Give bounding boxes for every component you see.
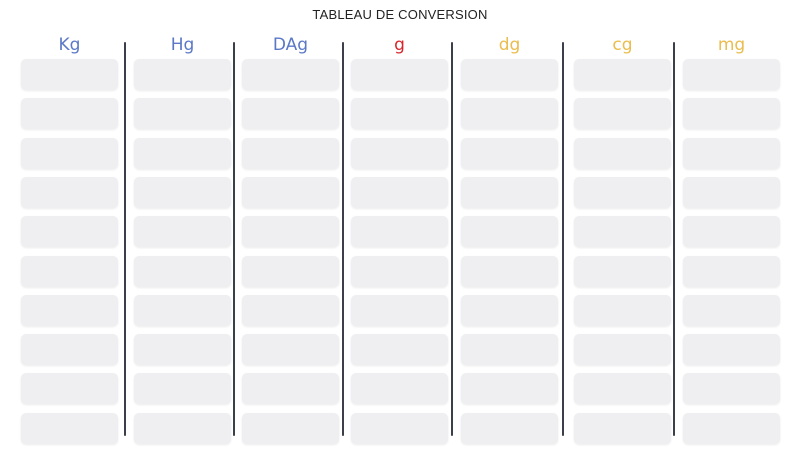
unit-header-g: g [394,35,405,55]
conversion-cell[interactable] [683,216,780,248]
conversion-cell[interactable] [134,255,231,287]
conversion-cell[interactable] [21,412,118,444]
conversion-cell[interactable] [134,176,231,208]
conversion-cell[interactable] [242,176,339,208]
unit-header-mg: mg [717,35,746,55]
conversion-cell[interactable] [574,59,671,90]
unit-column-dg: dg [461,34,558,444]
conversion-cell[interactable] [351,216,448,248]
conversion-cell[interactable] [242,98,339,130]
conversion-cell[interactable] [574,216,671,248]
conversion-cell[interactable] [21,98,118,130]
conversion-cell[interactable] [683,59,780,90]
unit-header-kg: Kg [58,35,81,55]
conversion-cell[interactable] [461,255,558,287]
conversion-cell[interactable] [683,334,780,366]
conversion-cell[interactable] [21,59,118,90]
conversion-cell[interactable] [461,373,558,405]
conversion-cell[interactable] [242,294,339,326]
conversion-cell[interactable] [351,334,448,366]
conversion-cell[interactable] [574,294,671,326]
unit-header-cg: cg [612,35,633,55]
column-divider [562,42,564,436]
conversion-cell[interactable] [683,98,780,130]
conversion-cell[interactable] [21,176,118,208]
unit-column-cg: cg [574,34,671,444]
conversion-cell[interactable] [134,294,231,326]
conversion-cell[interactable] [683,412,780,444]
conversion-cell[interactable] [21,137,118,169]
conversion-cell[interactable] [21,294,118,326]
column-divider [451,42,453,436]
conversion-cell[interactable] [21,373,118,405]
page-title: TABLEAU DE CONVERSION [312,7,488,22]
conversion-cell[interactable] [134,59,231,90]
conversion-cell[interactable] [461,334,558,366]
conversion-cell[interactable] [242,255,339,287]
unit-column-dag: DAg [242,34,339,444]
conversion-cell[interactable] [134,334,231,366]
conversion-cell[interactable] [134,412,231,444]
conversion-cell[interactable] [461,216,558,248]
conversion-cell[interactable] [683,255,780,287]
conversion-cell[interactable] [574,412,671,444]
conversion-cell[interactable] [574,334,671,366]
unit-column-kg: Kg [21,34,118,444]
conversion-cell[interactable] [21,334,118,366]
conversion-cell[interactable] [461,412,558,444]
conversion-cell[interactable] [461,59,558,90]
conversion-cell[interactable] [21,255,118,287]
conversion-cell[interactable] [461,137,558,169]
conversion-cell[interactable] [351,412,448,444]
unit-column-hg: Hg [134,34,231,444]
unit-header-dg: dg [498,35,521,55]
conversion-cell[interactable] [351,137,448,169]
conversion-cell[interactable] [21,216,118,248]
conversion-cell[interactable] [351,98,448,130]
conversion-cell[interactable] [683,294,780,326]
conversion-cell[interactable] [134,98,231,130]
conversion-cell[interactable] [351,255,448,287]
unit-column-mg: mg [683,34,780,444]
conversion-cell[interactable] [351,176,448,208]
conversion-cell[interactable] [683,176,780,208]
conversion-cell[interactable] [134,216,231,248]
conversion-cell[interactable] [461,294,558,326]
conversion-cell[interactable] [574,98,671,130]
conversion-cell[interactable] [242,334,339,366]
conversion-cell[interactable] [242,373,339,405]
column-divider [673,42,675,436]
conversion-cell[interactable] [351,59,448,90]
conversion-cell[interactable] [351,373,448,405]
conversion-cell[interactable] [461,98,558,130]
conversion-cell[interactable] [574,176,671,208]
conversion-cell[interactable] [242,216,339,248]
conversion-cell[interactable] [574,373,671,405]
conversion-cell[interactable] [242,412,339,444]
column-divider [342,42,344,436]
column-divider [124,42,126,436]
column-divider [233,42,235,436]
conversion-cell[interactable] [574,255,671,287]
conversion-cell[interactable] [242,137,339,169]
conversion-cell[interactable] [351,294,448,326]
conversion-cell[interactable] [134,137,231,169]
conversion-cell[interactable] [574,137,671,169]
conversion-cell[interactable] [461,176,558,208]
conversion-cell[interactable] [134,373,231,405]
conversion-cell[interactable] [242,59,339,90]
unit-header-hg: Hg [170,35,195,55]
unit-column-g: g [351,34,448,444]
conversion-cell[interactable] [683,137,780,169]
conversion-cell[interactable] [683,373,780,405]
unit-header-dag: DAg [272,35,309,55]
